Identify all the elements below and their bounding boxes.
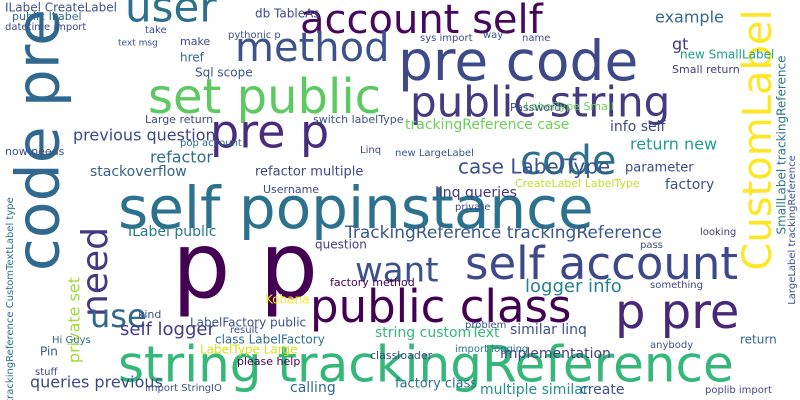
word: p pre bbox=[615, 284, 739, 340]
word: Large return bbox=[145, 113, 213, 126]
word: pass bbox=[640, 240, 663, 251]
word: text msg bbox=[118, 39, 158, 49]
word: trackingReference CustomTextLabel type bbox=[5, 197, 16, 400]
word: trackingReference case bbox=[405, 117, 569, 133]
word: ILabel CreateLabel bbox=[5, 1, 117, 15]
word: logger info bbox=[525, 276, 622, 297]
word: self logger bbox=[120, 319, 215, 340]
word: self popinstance bbox=[118, 174, 594, 242]
word: account self bbox=[300, 0, 544, 43]
word: something bbox=[650, 280, 703, 291]
word: stackoverflow bbox=[90, 164, 187, 180]
word: private bbox=[455, 202, 490, 213]
word: please help bbox=[237, 355, 300, 368]
word: public class bbox=[310, 280, 571, 333]
word: Hi Guys bbox=[52, 335, 91, 346]
word: return new bbox=[630, 135, 717, 154]
word: implementation bbox=[500, 346, 611, 362]
word: pre p bbox=[210, 105, 329, 159]
word: problem bbox=[465, 320, 506, 331]
word: similar linq bbox=[510, 322, 587, 338]
word: Password bbox=[510, 101, 561, 114]
word: factory bbox=[665, 177, 714, 193]
word: import StringIO bbox=[145, 383, 222, 394]
word: linq queries bbox=[435, 185, 517, 201]
word: poplib import bbox=[705, 385, 772, 396]
word: code pre bbox=[4, 9, 74, 271]
word: pre code bbox=[398, 29, 638, 93]
word: LabelFactory public bbox=[190, 316, 306, 330]
word: LabelType Large bbox=[200, 343, 298, 357]
word: Linq bbox=[360, 145, 381, 156]
word: need bbox=[75, 227, 116, 317]
word: factory method bbox=[330, 276, 415, 289]
word: db TableAs bbox=[255, 7, 320, 21]
word: ILabel public bbox=[128, 224, 216, 240]
word: Pin bbox=[40, 345, 58, 359]
word: sys import bbox=[420, 33, 473, 44]
word: anybody bbox=[650, 340, 693, 351]
word: question bbox=[315, 238, 367, 252]
word: previous question bbox=[73, 126, 216, 145]
word: multiple similar bbox=[480, 382, 589, 398]
word: way bbox=[483, 30, 503, 41]
word: LargeLabel trackingReference bbox=[787, 155, 798, 305]
word: classloader bbox=[370, 349, 433, 362]
word: method bbox=[235, 25, 389, 71]
word: kind bbox=[138, 308, 161, 321]
word: switch labelType bbox=[313, 113, 404, 126]
word: info self bbox=[610, 119, 667, 135]
word: CustomLabel bbox=[735, 9, 781, 270]
word: create bbox=[580, 382, 624, 398]
word: self account bbox=[465, 237, 738, 290]
word: Sql scope bbox=[195, 66, 253, 80]
word: public ILabel bbox=[12, 10, 82, 23]
word: pop account bbox=[180, 138, 242, 149]
word: class LabelFactory bbox=[215, 333, 325, 347]
word: gt bbox=[672, 35, 688, 54]
word: p p bbox=[172, 212, 318, 319]
word: return bbox=[740, 333, 777, 347]
word: refactor bbox=[150, 148, 213, 167]
word: make bbox=[180, 35, 210, 48]
word: parameter bbox=[625, 161, 694, 176]
word: new SmallLabel bbox=[680, 48, 774, 62]
word: Kohana bbox=[265, 293, 310, 307]
word: string customText bbox=[375, 325, 500, 341]
word: public string bbox=[410, 78, 670, 127]
word: Username bbox=[263, 183, 319, 196]
word: string trackingReference bbox=[118, 336, 734, 394]
word: example bbox=[655, 8, 724, 27]
word: queries previous bbox=[30, 373, 163, 392]
word: datetime import bbox=[5, 22, 86, 33]
word: CreateLabel LabelType bbox=[515, 177, 640, 190]
word: use bbox=[90, 297, 147, 335]
word: result bbox=[230, 325, 258, 336]
word: private set bbox=[65, 277, 84, 363]
word: stuff bbox=[35, 367, 58, 378]
word: import logging bbox=[455, 344, 528, 355]
word: calling bbox=[290, 380, 336, 396]
word: user bbox=[125, 0, 217, 32]
word: SmallLabel trackingReference bbox=[775, 55, 789, 234]
word: new LargeLabel bbox=[395, 148, 474, 159]
word: TrackingReference trackingReference bbox=[344, 223, 662, 243]
word: Small return bbox=[672, 63, 740, 76]
word: now needs bbox=[5, 145, 65, 158]
word: set public bbox=[148, 69, 381, 125]
word: href bbox=[180, 51, 205, 65]
word: code bbox=[520, 138, 616, 184]
word: factory class bbox=[395, 377, 477, 392]
word: name bbox=[522, 33, 550, 44]
word: case LabelType bbox=[458, 155, 610, 179]
word: LabelType Small bbox=[525, 100, 614, 113]
word: take bbox=[145, 25, 167, 36]
word: want bbox=[355, 251, 439, 291]
word: refactor multiple bbox=[255, 165, 363, 180]
word: looking bbox=[700, 227, 736, 238]
word: pythonic p bbox=[228, 30, 281, 41]
